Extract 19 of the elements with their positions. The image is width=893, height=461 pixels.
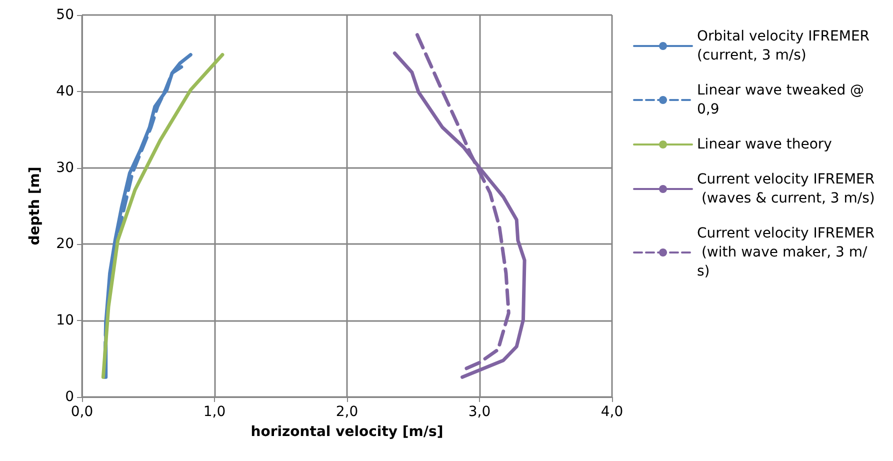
x-tick-label: 4,0: [600, 404, 624, 420]
legend-label: Orbital velocity IFREMER (current, 3 m/s): [697, 28, 874, 64]
y-tick-label: 20: [56, 236, 74, 252]
x-tick-label: 1,0: [203, 404, 226, 420]
x-tick-label: 0,0: [70, 404, 94, 420]
line-series: [101, 52, 224, 379]
y-tick-label: 50: [56, 7, 74, 23]
x-tick-label: 3,0: [468, 404, 491, 420]
y-tick-label: 10: [56, 312, 74, 329]
x-axis-title: horizontal velocity [m/s]: [250, 424, 444, 440]
y-tick-label: 40: [56, 83, 74, 100]
y-tick-label: 30: [56, 160, 74, 176]
legend-label: Linear wave tweaked @ 0,9: [697, 82, 868, 118]
y-tick-label: 0: [65, 389, 74, 405]
x-tick-label: 2,0: [336, 404, 358, 420]
legend-label: Current velocity IFREMER (waves & current, 3 m/s): [697, 172, 875, 206]
legend-label: Linear wave theory: [697, 136, 832, 152]
legend-label: Current velocity IFREMER (with wave maker, 3 m/s): [697, 226, 875, 280]
y-axis-title: depth [m]: [27, 166, 43, 246]
